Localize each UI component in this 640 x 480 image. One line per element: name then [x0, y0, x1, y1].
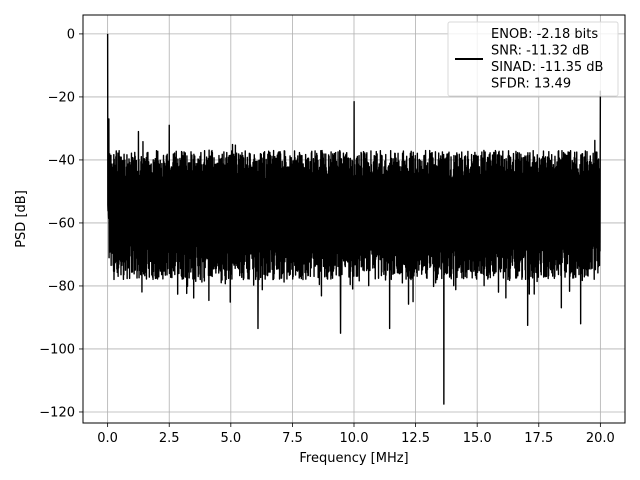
psd-series-line — [106, 33, 602, 405]
legend-enob: ENOB: -2.18 bits — [491, 27, 598, 42]
x-tick-label: 0.0 — [97, 431, 118, 446]
x-tick-label: 10.0 — [340, 431, 369, 446]
x-tick-label: 15.0 — [463, 431, 492, 446]
x-axis-label: Frequency [MHz] — [299, 451, 408, 466]
y-tick-label: 0 — [67, 27, 75, 42]
y-tick-label: −40 — [48, 153, 75, 168]
series-psd — [106, 33, 602, 405]
y-axis-label: PSD [dB] — [14, 190, 29, 248]
x-tick-label: 2.5 — [159, 431, 180, 446]
x-tick-label: 5.0 — [220, 431, 241, 446]
x-tick-label: 7.5 — [282, 431, 303, 446]
x-tick-label: 12.5 — [401, 431, 430, 446]
x-tick-label: 20.0 — [586, 431, 615, 446]
x-tick-label: 17.5 — [524, 431, 553, 446]
y-tick-label: −100 — [39, 342, 75, 357]
x-axis: 0.0 2.5 5.0 7.5 10.0 12.5 15.0 17.5 20.0 — [97, 423, 615, 446]
y-tick-label: −80 — [48, 279, 75, 294]
y-tick-label: −120 — [39, 405, 75, 420]
legend-sinad: SINAD: -11.35 dB — [491, 60, 603, 75]
legend-snr: SNR: -11.32 dB — [491, 44, 589, 59]
y-tick-label: −20 — [48, 90, 75, 105]
legend-sfdr: SFDR: 13.49 — [491, 77, 571, 92]
legend-box — [447, 21, 619, 97]
y-axis: 0 −20 −40 −60 −80 −100 −120 — [39, 27, 83, 420]
legend: ENOB: -2.18 bits SNR: -11.32 dB SINAD: -… — [447, 21, 619, 97]
y-tick-label: −60 — [48, 216, 75, 231]
